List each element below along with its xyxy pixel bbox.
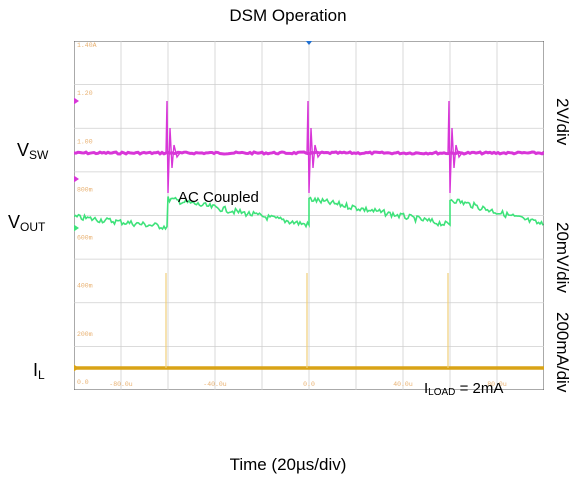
x-tick-label: 0.0 [303, 381, 315, 388]
vsw-spike [447, 100, 463, 194]
vsw-spike [165, 100, 181, 194]
x-tick-label: 80.0u [487, 381, 507, 388]
vout-label: VOUT [8, 212, 46, 234]
vout-scale-label: 20mV/div [553, 222, 572, 293]
ac-coupled-annotation: AC Coupled [178, 189, 259, 206]
trigger-marker [305, 41, 313, 45]
vsw-label: VSW [17, 140, 49, 162]
channel-marker [74, 175, 79, 183]
il-scale-label: 200mA/div [553, 312, 572, 393]
y-tick-label: 1.40A [77, 42, 97, 49]
x-tick-label: 40.0u [393, 381, 413, 388]
chart-title: DSM Operation [229, 6, 347, 25]
traces [74, 100, 544, 370]
channel-markers [74, 41, 313, 372]
y-tick-label: 400m [77, 283, 93, 290]
x-tick-labels: -80.0u -40.0u 0.0 40.0u 80.0u [109, 381, 507, 388]
channel-marker [74, 224, 79, 232]
vsw-scale-label: 2V/div [553, 98, 572, 146]
channel-marker [74, 97, 79, 105]
il-label: IL [33, 360, 45, 382]
x-axis-label: Time (20µs/div) [229, 455, 347, 474]
y-tick-label: 1.20 [77, 90, 93, 97]
y-tick-label: 0.0 [77, 379, 89, 386]
vout-trace [74, 196, 544, 231]
y-tick-label: 1.00 [77, 138, 93, 145]
y-tick-label: 600m [77, 235, 93, 242]
iload-annotation: ILOAD = 2mA [424, 380, 504, 398]
y-tick-labels: 1.40A 1.20 1.00 800m 600m 400m 200m 0.0 [77, 42, 97, 386]
y-tick-label: 200m [77, 331, 93, 338]
x-tick-label: -80.0u [109, 381, 133, 388]
vsw-spike [306, 100, 322, 194]
channel-marker [74, 364, 79, 372]
grid [74, 41, 544, 390]
x-tick-label: -40.0u [203, 381, 227, 388]
y-tick-label: 800m [77, 186, 93, 193]
